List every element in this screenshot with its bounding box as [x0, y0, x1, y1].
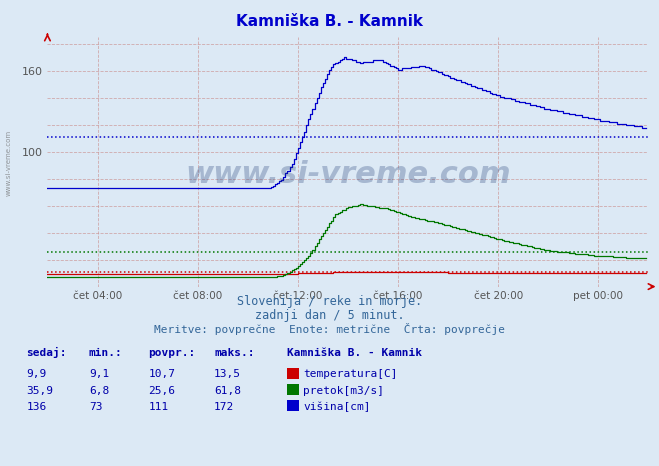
Text: pretok[m3/s]: pretok[m3/s]	[303, 386, 384, 396]
Text: Slovenija / reke in morje.: Slovenija / reke in morje.	[237, 295, 422, 308]
Text: min.:: min.:	[89, 349, 123, 358]
Text: 25,6: 25,6	[148, 386, 175, 396]
Text: 172: 172	[214, 402, 235, 412]
Text: 35,9: 35,9	[26, 386, 53, 396]
Text: 6,8: 6,8	[89, 386, 109, 396]
Text: 9,1: 9,1	[89, 370, 109, 379]
Text: 73: 73	[89, 402, 102, 412]
Text: 9,9: 9,9	[26, 370, 47, 379]
Text: www.si-vreme.com: www.si-vreme.com	[185, 160, 511, 189]
Text: Kamniška B. - Kamnik: Kamniška B. - Kamnik	[236, 14, 423, 28]
Text: sedaj:: sedaj:	[26, 348, 67, 358]
Text: temperatura[C]: temperatura[C]	[303, 370, 397, 379]
Text: 136: 136	[26, 402, 47, 412]
Text: povpr.:: povpr.:	[148, 349, 196, 358]
Text: 13,5: 13,5	[214, 370, 241, 379]
Text: www.si-vreme.com: www.si-vreme.com	[5, 130, 12, 196]
Text: višina[cm]: višina[cm]	[303, 402, 370, 412]
Text: Meritve: povprečne  Enote: metrične  Črta: povprečje: Meritve: povprečne Enote: metrične Črta:…	[154, 323, 505, 335]
Text: 10,7: 10,7	[148, 370, 175, 379]
Text: Kamniška B. - Kamnik: Kamniška B. - Kamnik	[287, 349, 422, 358]
Text: zadnji dan / 5 minut.: zadnji dan / 5 minut.	[254, 309, 405, 322]
Text: 111: 111	[148, 402, 169, 412]
Text: 61,8: 61,8	[214, 386, 241, 396]
Text: maks.:: maks.:	[214, 349, 254, 358]
